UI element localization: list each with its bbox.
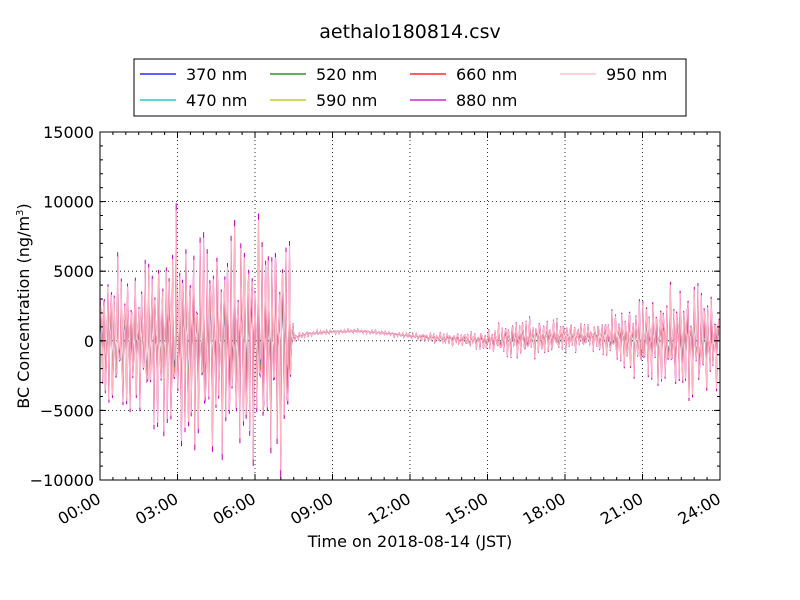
axis-ticks <box>99 131 721 481</box>
y-tick-label: 15000 <box>43 123 94 142</box>
y-tick-label: 0 <box>84 332 94 351</box>
y-tick-label: −10000 <box>30 471 94 490</box>
x-tick-labels: 00:00 03:00 06:00 09:00 12:00 15:00 18:00 21:00… <box>55 489 724 529</box>
x-tick-label: 18:00 <box>520 489 569 529</box>
x-tick-label: 15:00 <box>442 489 491 529</box>
y-tick-label: 10000 <box>43 193 94 212</box>
x-tick-label: 12:00 <box>365 489 414 529</box>
x-tick-label: 06:00 <box>210 489 259 529</box>
legend-label: 660 nm <box>456 65 517 84</box>
y-axis-label-tail: ) <box>14 203 33 209</box>
legend-label: 520 nm <box>316 65 377 84</box>
legend: 370 nm 470 nm 520 nm 590 nm 660 nm 880 nm 950 … <box>133 58 687 117</box>
x-tick-label: 09:00 <box>287 489 336 529</box>
x-tick-label: 03:00 <box>132 489 181 529</box>
y-tick-labels: −10000 −5000 0 5000 10000 15000 <box>30 123 94 490</box>
y-axis-label: BC Concentration (ng/m3) <box>14 203 33 408</box>
x-tick-label: 21:00 <box>597 489 646 529</box>
series-layer <box>99 203 721 478</box>
legend-label: 470 nm <box>186 91 247 110</box>
y-tick-label: 5000 <box>53 262 94 281</box>
legend-label: 370 nm <box>186 65 247 84</box>
legend-label: 950 nm <box>606 65 667 84</box>
y-axis-label-superscript: 3 <box>15 210 26 216</box>
x-tick-label: 24:00 <box>675 489 724 529</box>
legend-label: 590 nm <box>316 91 377 110</box>
y-axis-label-main: BC Concentration (ng/m <box>14 216 33 409</box>
y-tick-label: −5000 <box>40 401 94 420</box>
x-tick-label: 00:00 <box>55 489 104 529</box>
chart-title: aethalo180814.csv <box>319 21 501 43</box>
legend-entries: 370 nm 470 nm 520 nm 590 nm 660 nm 880 nm 950 … <box>140 65 667 110</box>
legend-frame <box>133 58 687 117</box>
legend-label: 880 nm <box>456 91 517 110</box>
series-line-6 <box>99 210 721 471</box>
x-axis-label: Time on 2018-08-14 (JST) <box>307 532 512 551</box>
